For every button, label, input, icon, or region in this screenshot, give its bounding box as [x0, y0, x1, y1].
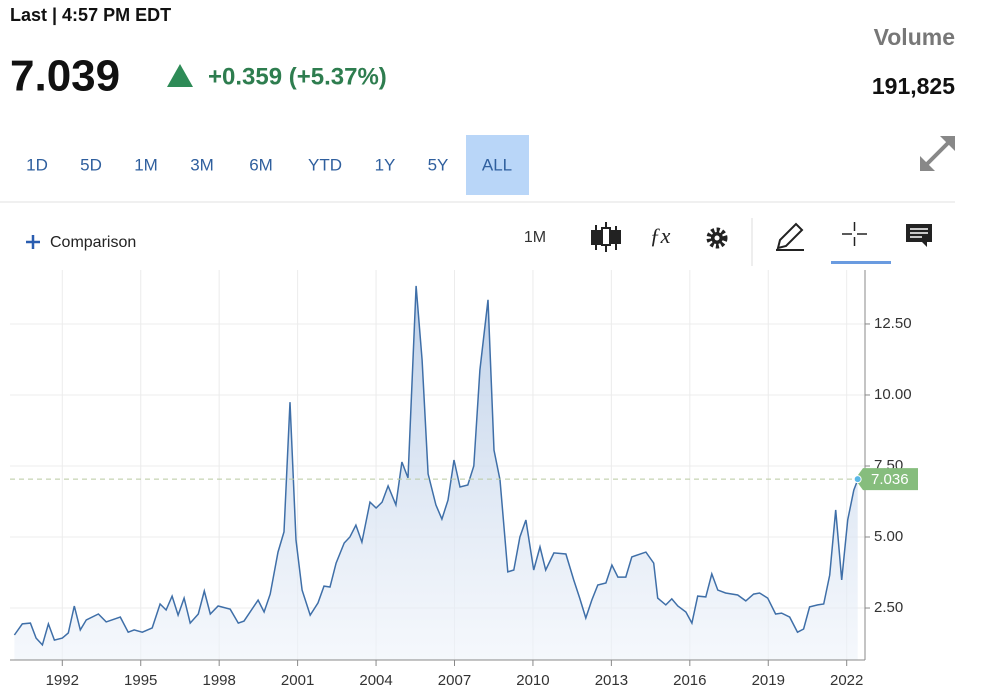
notes-icon[interactable] [906, 224, 932, 247]
comparison-label: Comparison [50, 234, 136, 251]
up-arrow [167, 64, 193, 87]
price-change: +0.359 (+5.37%) [208, 63, 387, 90]
last-value-dot [853, 475, 862, 484]
expand-icon[interactable] [920, 136, 955, 171]
y-tick-label: 2.50 [874, 599, 903, 616]
x-tick-label: 2022 [830, 672, 863, 689]
settings-icon[interactable] [706, 227, 728, 249]
range-button[interactable]: 1Y [375, 155, 396, 174]
price: 7.039 [10, 52, 120, 101]
comparison-button[interactable]: Comparison [26, 234, 136, 251]
last-value-tag [855, 468, 918, 491]
range-buttons: 1D 5D 1M 3M 6M YTD 1Y 5Y ALL [26, 135, 529, 195]
y-tick-label: 5.00 [874, 528, 903, 545]
plus-icon [26, 235, 40, 249]
x-tick-label: 2016 [673, 672, 706, 689]
range-button-active[interactable] [466, 135, 529, 195]
price-line [13, 285, 859, 647]
x-tick-label: 2001 [281, 672, 314, 689]
range-button[interactable]: 1D [26, 155, 48, 174]
range-button[interactable]: 6M [249, 155, 273, 174]
range-button[interactable]: YTD [308, 155, 342, 174]
x-tick-label: 1998 [202, 672, 235, 689]
x-tick-label: 2019 [752, 672, 785, 689]
x-tick-label: 2013 [595, 672, 628, 689]
last-value-label: 7.036 [871, 471, 909, 488]
range-button[interactable]: ALL [482, 155, 512, 174]
candlestick-icon[interactable] [591, 222, 621, 252]
plot-area: 1992 1995 1998 2001 2004 2007 2010 2013 2016 2019… [10, 270, 918, 689]
x-tick-label: 1995 [124, 672, 157, 689]
x-tick-label: 1992 [46, 672, 79, 689]
range-button[interactable]: 3M [190, 155, 214, 174]
x-tick-label: 2004 [359, 672, 392, 689]
volume-label: Volume [874, 24, 955, 50]
y-tick-label: 12.50 [874, 315, 912, 332]
y-tick-label: 10.00 [874, 386, 912, 403]
range-button[interactable]: 1M [134, 155, 158, 174]
last-label: Last | 4:57 PM EDT [10, 5, 171, 25]
area-fill [14, 285, 858, 660]
range-button[interactable]: 5D [80, 155, 102, 174]
crosshair-icon[interactable] [842, 222, 867, 246]
interval-button[interactable]: 1M [524, 229, 546, 246]
volume: 191,825 [872, 73, 955, 99]
range-button[interactable]: 5Y [428, 155, 449, 174]
indicators-icon[interactable]: ƒx [650, 223, 671, 248]
x-tick-label: 2007 [438, 672, 471, 689]
x-tick-label: 2010 [516, 672, 549, 689]
active-tool-underline [831, 261, 891, 264]
draw-icon[interactable] [776, 222, 804, 251]
